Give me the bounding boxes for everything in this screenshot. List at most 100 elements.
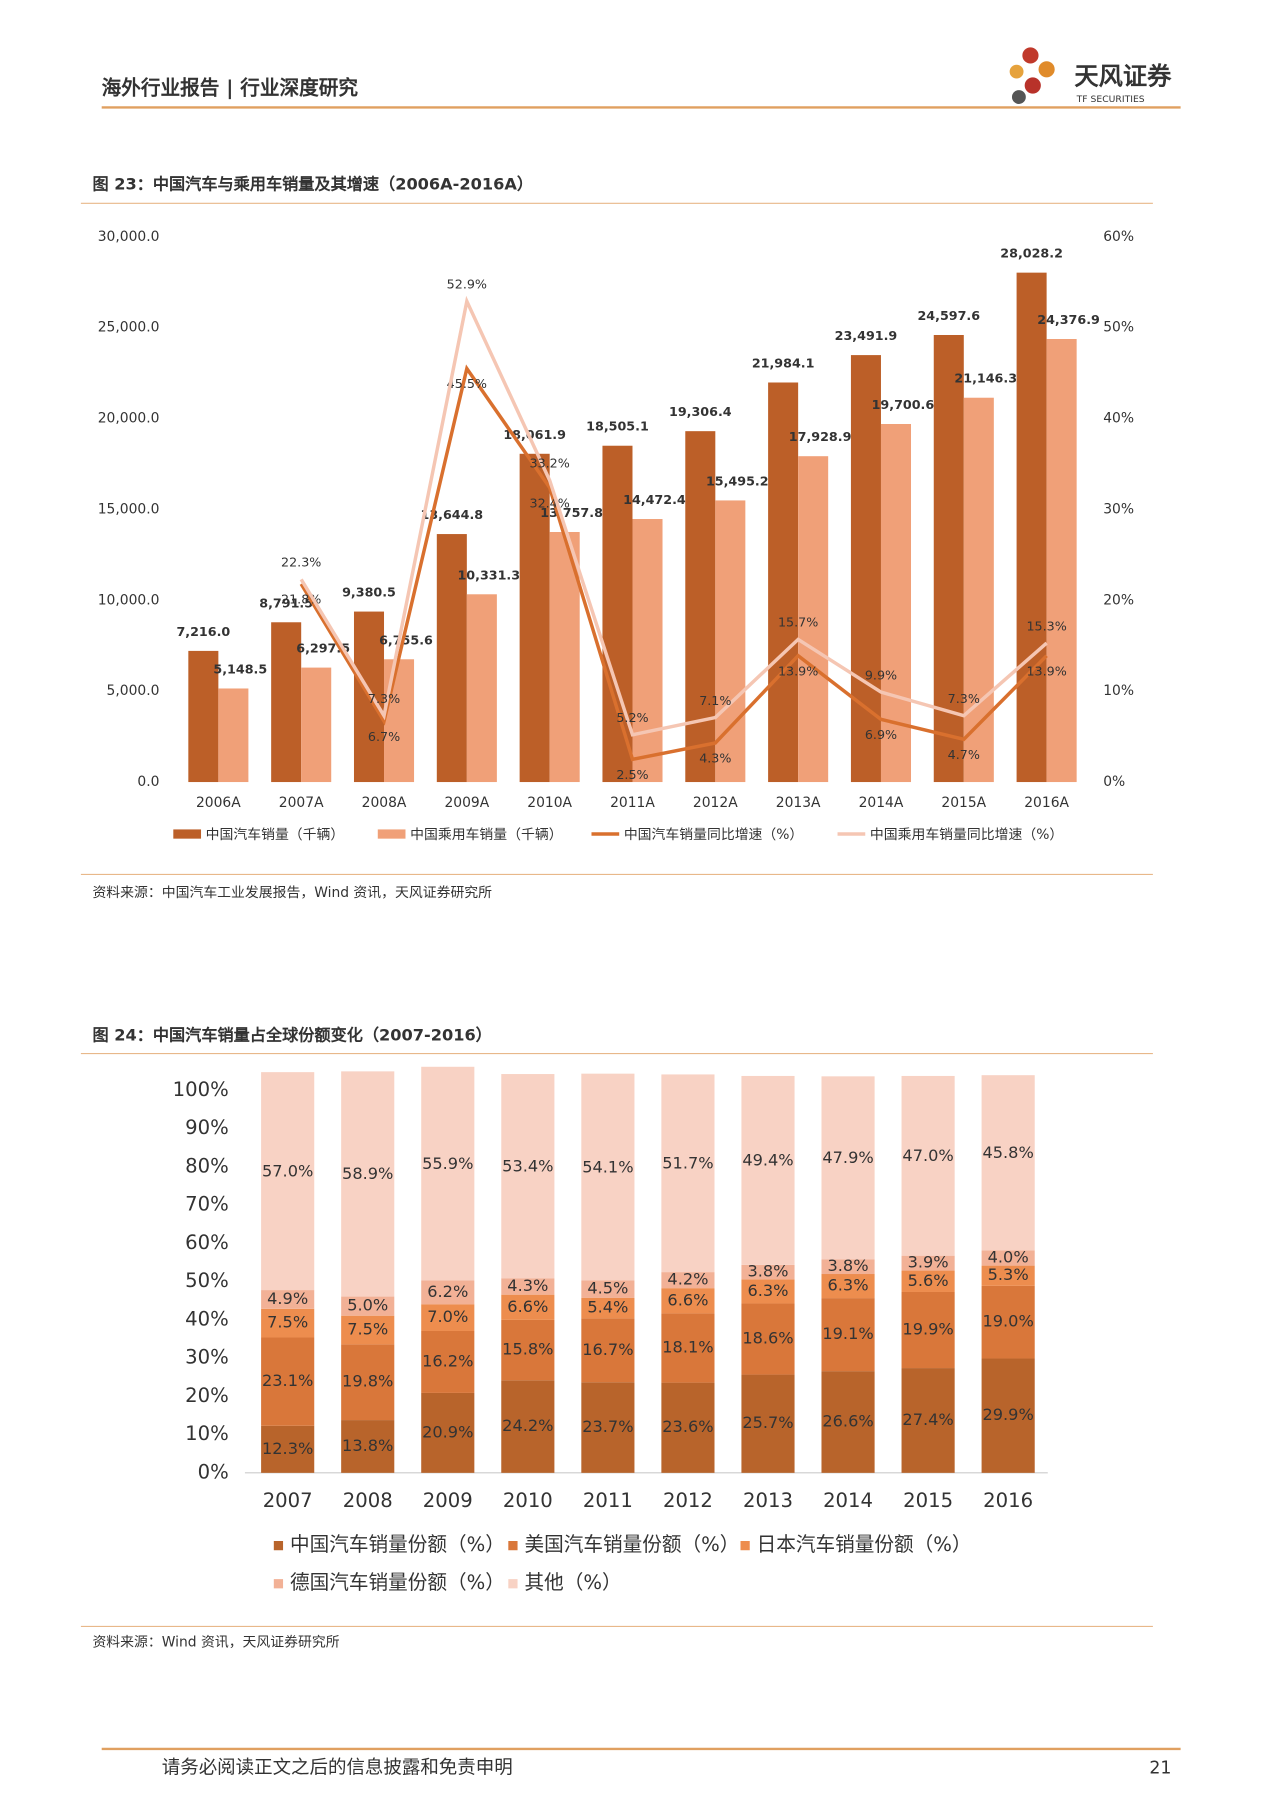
bar-segment (261, 1337, 315, 1426)
segment-value-label: 25.7% (742, 1413, 793, 1432)
bar-segment (901, 1368, 955, 1473)
segment-value-label: 58.9% (342, 1164, 393, 1183)
bar-segment (661, 1074, 715, 1273)
y-tick-label: 30% (185, 1346, 229, 1369)
bar-segment (421, 1066, 475, 1281)
chart-title: 图 23：中国汽车与乘用车销量及其增速（2006A-2016A） (92, 174, 533, 193)
bar (384, 659, 415, 783)
bar-segment (981, 1075, 1035, 1251)
bar-value-label: 19,306.4 (669, 404, 732, 419)
y2-tick-label: 30% (1103, 501, 1134, 517)
bar-segment (741, 1279, 795, 1304)
y-tick-label: 10,000.0 (98, 592, 160, 608)
legend-swatch (273, 1579, 284, 1589)
segment-value-label: 3.8% (747, 1262, 788, 1281)
line-value-label: 15.3% (1026, 618, 1066, 633)
y-tick-label: 10% (185, 1422, 229, 1445)
bar-segment (341, 1315, 395, 1345)
bar-segment (341, 1344, 395, 1421)
bar (715, 500, 746, 783)
x-tick-label: 2010A (527, 795, 572, 811)
segment-value-label: 4.3% (507, 1276, 548, 1295)
line-value-label: 52.9% (447, 277, 487, 292)
bar-segment (981, 1250, 1035, 1266)
segment-value-label: 7.0% (427, 1307, 468, 1326)
bar-value-label: 21,146.3 (954, 371, 1017, 386)
bar-value-label: 23,491.9 (835, 328, 898, 343)
legend-label: 其他（%） (524, 1571, 621, 1594)
segment-value-label: 55.9% (422, 1154, 473, 1173)
segment-value-label: 19.1% (822, 1324, 873, 1343)
bar-value-label: 10,331.3 (457, 567, 520, 582)
bar-value-label: 15,495.2 (706, 473, 769, 488)
y-tick-label: 80% (185, 1154, 229, 1177)
legend-label: 中国乘用车销量（千辆） (410, 826, 562, 843)
x-tick-label: 2011 (583, 1489, 633, 1512)
bar-segment (741, 1264, 795, 1280)
bar-segment (821, 1371, 875, 1473)
line-value-label: 7.3% (948, 691, 980, 706)
segment-value-label: 7.5% (347, 1320, 388, 1339)
bar-value-label: 5,148.5 (213, 661, 267, 676)
bar-segment (821, 1259, 875, 1275)
bar-segment (261, 1072, 315, 1291)
footer-disclaimer: 请务必阅读正文之后的信息披露和免责申明 (162, 1758, 513, 1779)
segment-value-label: 19.0% (982, 1312, 1033, 1331)
bar (1016, 272, 1047, 783)
x-tick-label: 2016A (1024, 795, 1069, 811)
x-tick-label: 2014A (859, 795, 904, 811)
line-value-label: 6.7% (368, 729, 400, 744)
bar (850, 355, 881, 783)
segment-value-label: 4.0% (988, 1247, 1029, 1266)
bar-segment (741, 1374, 795, 1473)
line-value-label: 2.5% (616, 767, 648, 782)
bar-value-label: 8,791.5 (259, 595, 313, 610)
legend-label: 中国汽车销量同比增速（%） (624, 826, 803, 843)
segment-value-label: 3.8% (828, 1256, 869, 1275)
legend-label: 德国汽车销量份额（%） (290, 1571, 505, 1594)
y-tick-label: 70% (185, 1193, 229, 1216)
bar-segment (421, 1392, 475, 1473)
bar (963, 397, 994, 783)
segment-value-label: 5.3% (988, 1265, 1029, 1284)
segment-value-label: 49.4% (742, 1151, 793, 1170)
x-tick-label: 2007A (279, 795, 324, 811)
bar (188, 650, 219, 783)
segment-value-label: 53.4% (502, 1156, 553, 1175)
segment-value-label: 4.2% (667, 1270, 708, 1289)
bar-value-label: 24,597.6 (917, 308, 980, 323)
bar-segment (741, 1075, 795, 1265)
bar (798, 456, 829, 783)
y-tick-label: 20% (185, 1384, 229, 1407)
x-tick-label: 2015A (941, 795, 986, 811)
line-value-label: 15.7% (778, 615, 818, 630)
bar-segment (581, 1382, 635, 1473)
bar-segment (501, 1278, 555, 1295)
y-tick-label: 90% (185, 1116, 229, 1139)
segment-value-label: 18.1% (662, 1338, 713, 1357)
y2-tick-label: 50% (1103, 320, 1134, 336)
x-tick-label: 2007 (263, 1489, 313, 1512)
logo-mark (1009, 47, 1055, 104)
segment-value-label: 4.5% (587, 1279, 628, 1298)
line-value-label: 33.2% (530, 456, 570, 471)
segment-value-label: 5.4% (587, 1298, 628, 1317)
legend-swatch (377, 829, 406, 839)
bar (632, 519, 663, 783)
segment-value-label: 26.6% (822, 1411, 873, 1430)
segment-value-label: 27.4% (902, 1410, 953, 1429)
line-value-label: 4.7% (948, 747, 980, 762)
x-tick-label: 2006A (196, 795, 241, 811)
segment-value-label: 54.1% (582, 1157, 633, 1176)
segment-value-label: 6.2% (427, 1282, 468, 1301)
line-value-label: 7.1% (699, 693, 731, 708)
y-tick-label: 0.0 (137, 774, 159, 790)
bar-segment (581, 1318, 635, 1383)
segment-value-label: 12.3% (262, 1439, 313, 1458)
x-tick-label: 2012 (663, 1489, 713, 1512)
bar-segment (501, 1380, 555, 1473)
legend-label: 日本汽车销量份额（%） (757, 1533, 972, 1556)
x-tick-label: 2008 (343, 1489, 393, 1512)
bar-segment (981, 1265, 1035, 1286)
bar-value-label: 28,028.2 (1000, 246, 1063, 261)
